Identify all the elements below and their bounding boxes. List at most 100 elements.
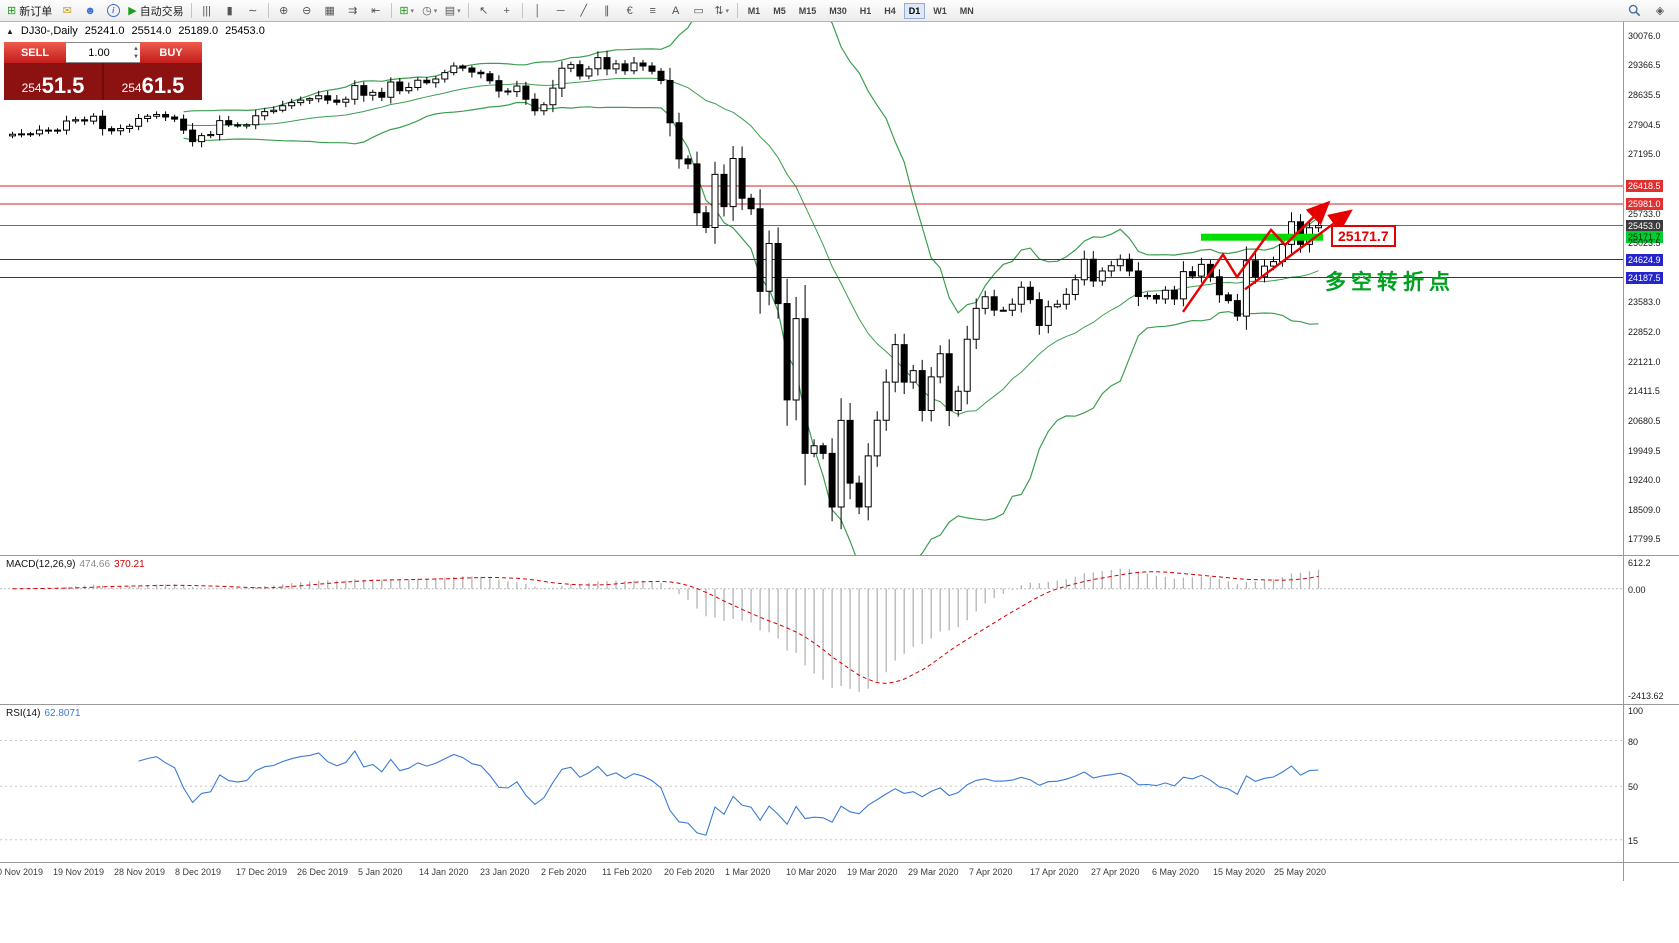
indicators-button[interactable]: ⊞ ▾ (396, 1, 418, 21)
toolbar-separator (190, 3, 192, 18)
date-axis-label: 19 Mar 2020 (847, 867, 898, 877)
vertical-line-button[interactable]: │ (527, 1, 549, 21)
rsi-pane[interactable]: RSI(14) 62.8071 100 80 50 15 (0, 704, 1679, 862)
periods-button[interactable]: ◷ ▾ (419, 1, 441, 21)
toolbar-separator (390, 3, 392, 18)
timeframe-mn-button[interactable]: MN (959, 5, 974, 16)
price-axis-label: 25023.5 (1628, 238, 1661, 248)
line-chart-button[interactable]: ∼ (242, 1, 264, 21)
cursor-button[interactable]: ↖ (473, 1, 495, 21)
price-axis-label: 19240.0 (1628, 475, 1661, 485)
search-button[interactable] (1623, 1, 1645, 21)
arrows-button[interactable]: ⇅ ▾ (711, 1, 733, 21)
volume-input[interactable] (66, 43, 140, 62)
timeframe-h4-button[interactable]: H4 (884, 5, 896, 16)
new-order-button[interactable]: ⊞ 新订单 (4, 1, 55, 21)
rsi-canvas[interactable] (0, 705, 1623, 862)
toolbar-separator (267, 3, 269, 18)
horizontal-line-button[interactable]: ─ (550, 1, 572, 21)
price-axis-label: 22852.0 (1628, 327, 1661, 337)
mql-editor-icon: ✉ (62, 4, 72, 17)
macd-name: MACD(12,26,9) (6, 559, 76, 570)
indicators-icon: ⊞ (399, 4, 409, 17)
date-axis-label: 1 Mar 2020 (725, 867, 771, 877)
price-axis-label: 17799.5 (1628, 534, 1661, 544)
date-axis-label: 28 Nov 2019 (114, 867, 166, 877)
macd-canvas[interactable] (0, 556, 1623, 704)
auto-scroll-icon: ⇉ (348, 4, 358, 17)
ohlc-close-value: 25453.0 (225, 25, 265, 37)
buy-price-display[interactable]: 254 61.5 (104, 63, 202, 100)
mql-editor-button[interactable]: ✉ (56, 1, 78, 21)
date-axis-label: 17 Dec 2019 (236, 867, 288, 877)
date-axis-label: 25 May 2020 (1274, 867, 1327, 877)
sell-price-display[interactable]: 254 51.5 (4, 63, 102, 100)
equidistant-channel-button[interactable]: ∥ (596, 1, 618, 21)
zoom-out-button[interactable]: ⊖ (296, 1, 318, 21)
trendline-button[interactable]: ╱ (573, 1, 595, 21)
help-button[interactable]: i (102, 1, 124, 21)
price-axis[interactable]: 30076.0 29366.5 28635.5 27904.5 27195.0 26418… (1623, 22, 1679, 555)
macd-value-main: 474.66 (79, 559, 111, 570)
rsi-axis[interactable]: 100 80 50 15 (1623, 705, 1679, 862)
zoom-in-icon: ⊕ (279, 4, 289, 17)
bull-candles (9, 57, 1322, 508)
volume-increase-button[interactable]: ▲ (133, 46, 139, 52)
price-axis-label: 27195.0 (1628, 149, 1661, 159)
macd-pane[interactable]: MACD(12,26,9) 474.66 370.21 612.2 0.00 -2413… (0, 555, 1679, 704)
chart-shift-button[interactable]: ⇤ (365, 1, 387, 21)
bar-chart-button[interactable]: ||| (196, 1, 218, 21)
crosshair-button[interactable]: + (496, 1, 518, 21)
line-chart-icon: ∼ (248, 4, 258, 17)
volume-decrease-button[interactable]: ▼ (133, 54, 139, 60)
turning-point-annotation[interactable]: 多空转折点 (1325, 271, 1455, 294)
timeframe-d1-button[interactable]: D1 (903, 2, 926, 19)
macd-axis[interactable]: 612.2 0.00 -2413.62 (1623, 556, 1679, 704)
buy-button[interactable]: BUY (140, 42, 202, 63)
price-axis-label: 23583.0 (1628, 297, 1661, 307)
toolbar-separator (521, 3, 523, 18)
price-level-label[interactable]: 25171.7 (1331, 225, 1396, 247)
timeframe-m1-button[interactable]: M1 (747, 5, 761, 16)
quick-panel-button[interactable]: ◈ (1649, 1, 1671, 21)
label-button[interactable]: ▭ (688, 1, 710, 21)
market-watch-button[interactable]: ☻ (79, 1, 101, 21)
candlestick-chart-button[interactable]: ▮ (219, 1, 241, 21)
rsi-indicator-label: RSI(14) 62.8071 (6, 708, 81, 719)
price-axis-label: 20680.5 (1628, 416, 1661, 426)
price-axis-label: 30076.0 (1628, 31, 1661, 41)
time-axis-corner (1623, 863, 1679, 881)
price-chart-pane[interactable]: ▲ DJ30-,Daily 25241.0 25514.0 25189.0 25… (0, 22, 1679, 555)
chevron-down-icon: ▾ (457, 7, 461, 15)
timeframe-h1-button[interactable]: H1 (859, 5, 872, 16)
timeframe-m15-button[interactable]: M15 (798, 5, 817, 16)
price-axis-label: 22121.0 (1628, 357, 1661, 367)
macd-axis-label: -2413.62 (1628, 691, 1664, 701)
time-axis[interactable]: 10 Nov 2019 19 Nov 2019 28 Nov 2019 8 Dec 2… (0, 862, 1679, 881)
timeframe-w1-button[interactable]: W1 (933, 5, 947, 16)
auto-scroll-button[interactable]: ⇉ (342, 1, 364, 21)
fibonacci-button[interactable]: € (619, 1, 641, 21)
zoom-in-button[interactable]: ⊕ (273, 1, 295, 21)
support-zone-bar[interactable] (1201, 233, 1323, 241)
templates-button[interactable]: ▤ ▾ (442, 1, 464, 21)
price-axis-label: 21411.5 (1628, 386, 1660, 396)
price-axis-label: 26418.5 (1626, 180, 1663, 192)
timeframe-m5-button[interactable]: M5 (773, 5, 786, 16)
shapes-button[interactable]: ≡ (642, 1, 664, 21)
sell-button[interactable]: SELL (4, 42, 66, 63)
rsi-axis-label: 100 (1628, 706, 1644, 716)
ohlc-open-value: 25241.0 (84, 25, 125, 37)
date-axis-label: 19 Nov 2019 (53, 867, 105, 877)
one-click-collapse-button[interactable]: ▲ (6, 26, 14, 36)
auto-trading-button-label: 自动交易 (139, 5, 184, 18)
vertical-line-icon: │ (534, 4, 542, 17)
timeframe-m30-button[interactable]: M30 (829, 5, 847, 16)
auto-trading-button[interactable]: ▶ 自动交易 (125, 1, 186, 21)
text-button[interactable]: A (665, 1, 687, 21)
zoom-out-icon: ⊖ (302, 4, 312, 17)
volume-field: ▲ ▼ (66, 42, 140, 63)
tile-windows-button[interactable]: ▦ (319, 1, 341, 21)
trend-arrow-up-1[interactable] (1182, 200, 1331, 313)
templates-icon: ▤ (444, 4, 456, 17)
